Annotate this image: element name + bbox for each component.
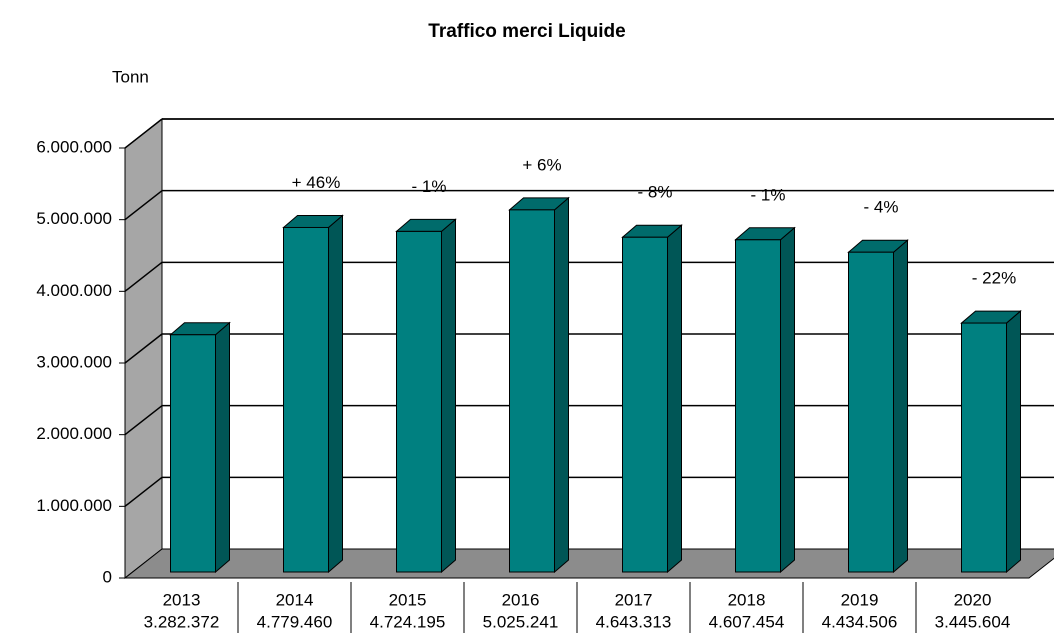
change-label: + 6% [522, 155, 561, 174]
x-tick-label: 2014 [276, 590, 314, 609]
change-label: - 1% [412, 177, 447, 196]
bar-side [1006, 309, 1021, 574]
y-axis-label: Tonn [112, 67, 149, 86]
change-label: - 4% [864, 198, 899, 217]
table-value: 3.282.372 [144, 612, 220, 631]
bar [848, 251, 894, 573]
y-tick-label: 2.000.000 [36, 424, 112, 443]
bar-side [215, 321, 230, 574]
bar-side [667, 224, 682, 574]
bar-side [554, 196, 569, 574]
x-tick-label: 2017 [615, 590, 653, 609]
x-tick-label: 2019 [841, 590, 879, 609]
x-tick-label: 2018 [728, 590, 766, 609]
grid-line-side [124, 118, 163, 149]
x-tick-label: 2020 [954, 590, 992, 609]
bar [961, 322, 1007, 573]
grid-line-side [124, 190, 163, 221]
bar-side [441, 218, 456, 574]
change-label: - 22% [972, 269, 1016, 288]
change-label: - 8% [638, 183, 673, 202]
y-tick-label: 4.000.000 [36, 281, 112, 300]
bar [735, 239, 781, 573]
y-tick-label: 0 [103, 567, 112, 586]
table-value: 5.025.241 [483, 612, 559, 631]
bar-side [328, 214, 343, 574]
y-tick-label: 1.000.000 [36, 496, 112, 515]
grid-line-side [124, 261, 163, 292]
bar [622, 236, 668, 573]
grid-line-side [124, 476, 163, 507]
y-tick-label: 5.000.000 [36, 209, 112, 228]
chart-title: Traffico merci Liquide [428, 21, 625, 42]
table-value: 4.434.506 [822, 612, 898, 631]
grid-line-side [124, 333, 163, 364]
y-tick-label: 3.000.000 [36, 352, 112, 371]
bar-side [780, 226, 795, 574]
bar [509, 209, 555, 573]
table-value: 4.607.454 [709, 612, 785, 631]
bar [396, 230, 442, 573]
bar [283, 226, 329, 573]
grid-line-side [124, 405, 163, 436]
table-value: 4.779.460 [257, 612, 333, 631]
table-value: 3.445.604 [935, 612, 1011, 631]
table-value: 4.643.313 [596, 612, 672, 631]
floor [123, 548, 1054, 579]
x-tick-label: 2013 [163, 590, 201, 609]
change-label: - 1% [751, 185, 786, 204]
bar [170, 334, 216, 573]
y-tick-label: 6.000.000 [36, 137, 112, 156]
x-tick-label: 2015 [389, 590, 427, 609]
bar-side [893, 239, 908, 574]
x-tick-label: 2016 [502, 590, 540, 609]
table-value: 4.724.195 [370, 612, 446, 631]
change-label: + 46% [292, 173, 341, 192]
